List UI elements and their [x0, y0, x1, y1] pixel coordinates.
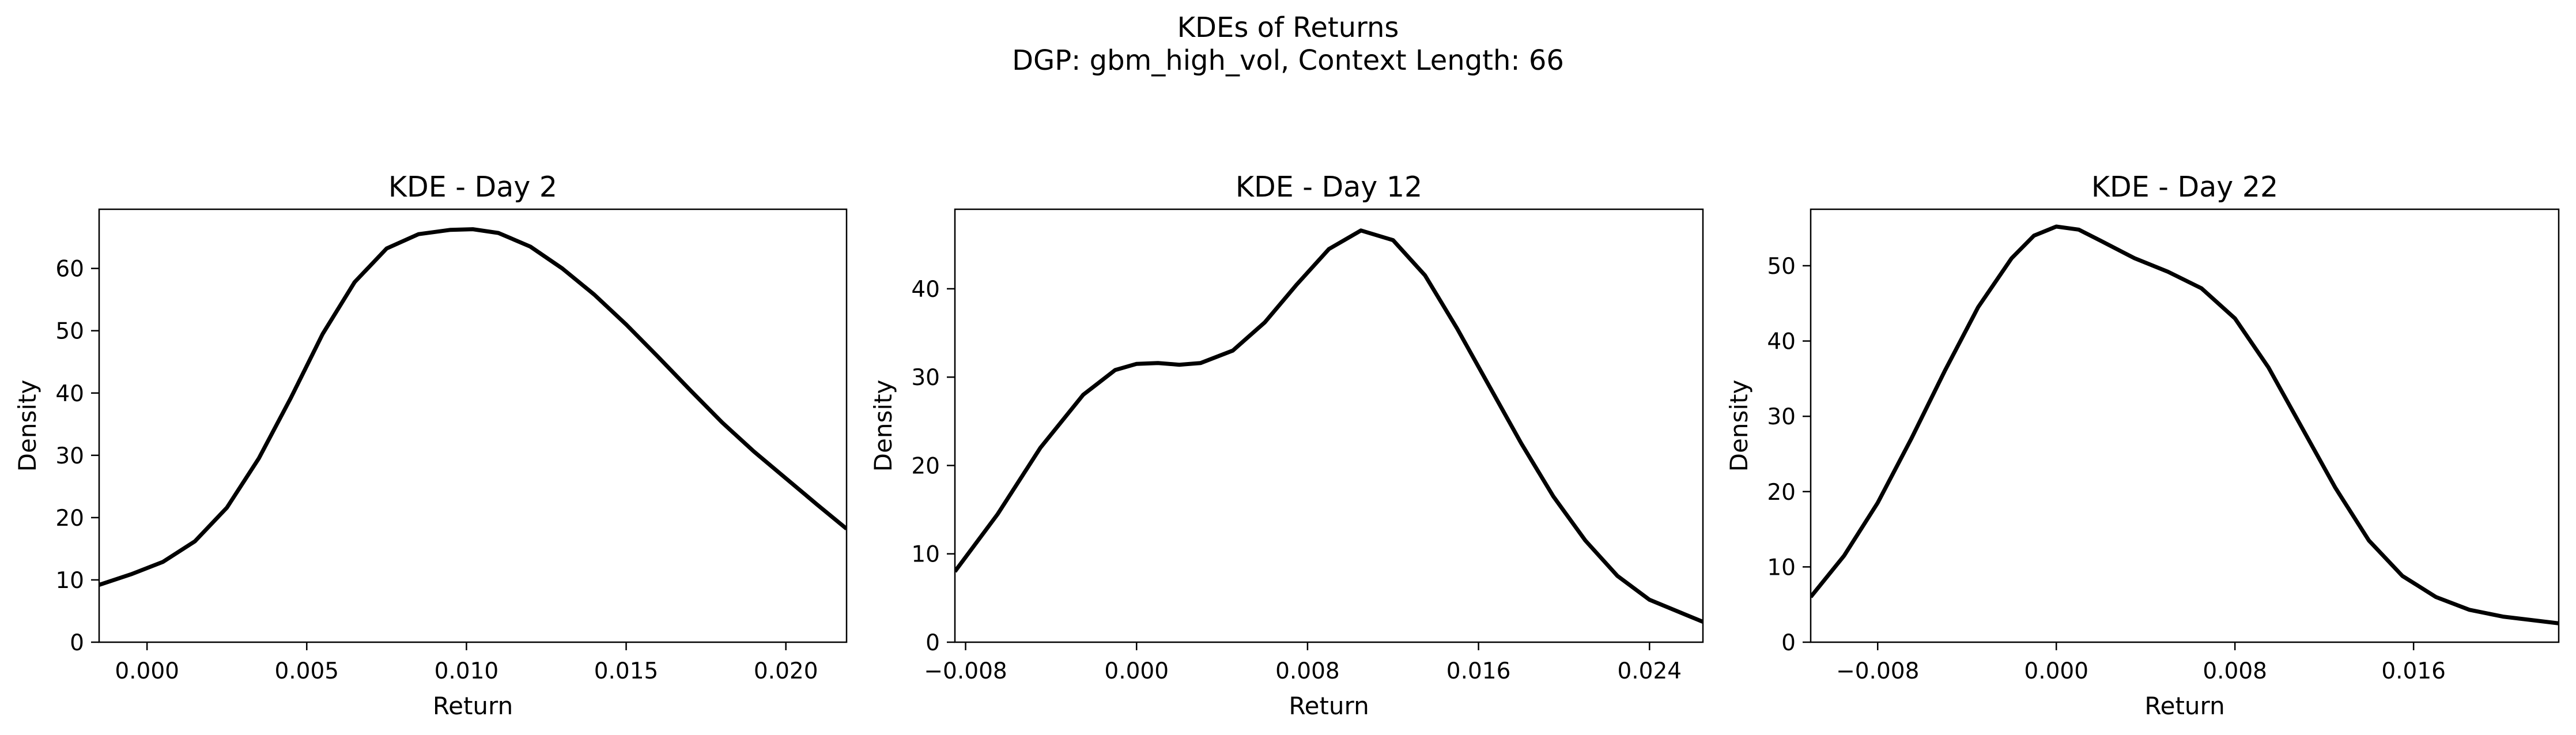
x-tick-label: 0.015 [594, 658, 659, 684]
figure-title: KDEs of Returns [1177, 12, 1399, 44]
y-tick-label: 60 [55, 257, 84, 282]
x-tick-label: 0.016 [2381, 658, 2446, 684]
y-tick-label: 0 [70, 630, 84, 656]
y-tick-label: 20 [911, 453, 940, 479]
x-tick-label: 0.020 [754, 658, 818, 684]
y-tick-label: 10 [1767, 555, 1796, 581]
kde-day-12-panel: KDE - Day 12 Return Density −0.008 0.000 0… [869, 171, 1704, 720]
x-tick-label: 0.000 [2024, 658, 2088, 684]
x-tick-label: 0.016 [1446, 658, 1511, 684]
x-axis-label: Return [2144, 692, 2224, 720]
x-tick-label: 0.000 [1104, 658, 1169, 684]
figure-subtitle: DGP: gbm_high_vol, Context Length: 66 [1012, 44, 1564, 77]
y-axis-label: Density [869, 380, 897, 472]
y-tick-label: 40 [55, 381, 84, 407]
y-tick-label: 0 [926, 630, 940, 656]
panel-title: KDE - Day 12 [1236, 171, 1422, 203]
x-axis-label: Return [433, 692, 513, 720]
x-tick-label: −0.008 [1836, 658, 1919, 684]
y-tick-label: 50 [55, 319, 84, 345]
y-tick-label: 30 [55, 443, 84, 469]
y-tick-label: 40 [911, 277, 940, 303]
y-tick-label: 50 [1767, 254, 1796, 280]
y-tick-label: 20 [1767, 480, 1796, 506]
x-tick-label: −0.008 [924, 658, 1007, 684]
y-tick-label: 0 [1781, 630, 1796, 656]
x-tick-label: 0.005 [274, 658, 339, 684]
x-tick-label: 0.000 [115, 658, 179, 684]
y-tick-label: 20 [55, 506, 84, 532]
kde-line [955, 228, 1703, 624]
kde-line [99, 227, 847, 587]
axes-frame [1810, 208, 2560, 643]
kde-day-2-panel: KDE - Day 2 Return Density 0.000 0.005 0.0… [13, 171, 848, 720]
kde-day-22-panel: KDE - Day 22 Return Density −0.008 0.000 0… [1725, 171, 2560, 720]
axes-frame [954, 208, 1704, 643]
panel-title: KDE - Day 22 [2091, 171, 2278, 203]
y-tick-label: 30 [1767, 404, 1796, 430]
x-tick-label: 0.010 [435, 658, 499, 684]
kde-line [1811, 224, 2559, 625]
x-tick-label: 0.008 [2203, 658, 2267, 684]
y-tick-label: 10 [55, 568, 84, 594]
y-axis-label: Density [1725, 380, 1753, 472]
x-tick-label: 0.008 [1275, 658, 1340, 684]
y-tick-label: 40 [1767, 329, 1796, 355]
x-axis-label: Return [1289, 692, 1369, 720]
y-tick-label: 30 [911, 365, 940, 391]
x-tick-label: 0.024 [1617, 658, 1682, 684]
panel-title: KDE - Day 2 [388, 171, 557, 203]
y-tick-label: 10 [911, 542, 940, 568]
y-axis-label: Density [13, 380, 41, 472]
axes-frame [98, 208, 848, 643]
